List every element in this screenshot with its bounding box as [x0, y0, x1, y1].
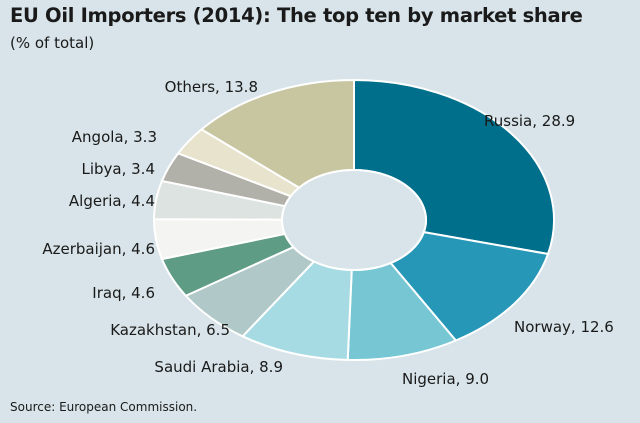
label-saudi-arabia: Saudi Arabia, 8.9: [154, 358, 283, 376]
label-nigeria: Nigeria, 9.0: [402, 370, 489, 388]
label-libya: Libya, 3.4: [81, 160, 155, 178]
label-azerbaijan: Azerbaijan, 4.6: [42, 240, 155, 258]
label-algeria: Algeria, 4.4: [69, 192, 155, 210]
label-others: Others, 13.8: [165, 78, 258, 96]
label-iraq: Iraq, 4.6: [92, 284, 155, 302]
label-kazakhstan: Kazakhstan, 6.5: [110, 321, 230, 339]
label-russia: Russia, 28.9: [484, 112, 575, 130]
chart-subtitle: (% of total): [10, 34, 95, 52]
chart-source: Source: European Commission.: [10, 400, 198, 414]
label-angola: Angola, 3.3: [72, 128, 157, 146]
label-norway: Norway, 12.6: [514, 318, 614, 336]
donut-hole: [281, 169, 427, 271]
chart-title: EU Oil Importers (2014): The top ten by …: [10, 4, 583, 27]
